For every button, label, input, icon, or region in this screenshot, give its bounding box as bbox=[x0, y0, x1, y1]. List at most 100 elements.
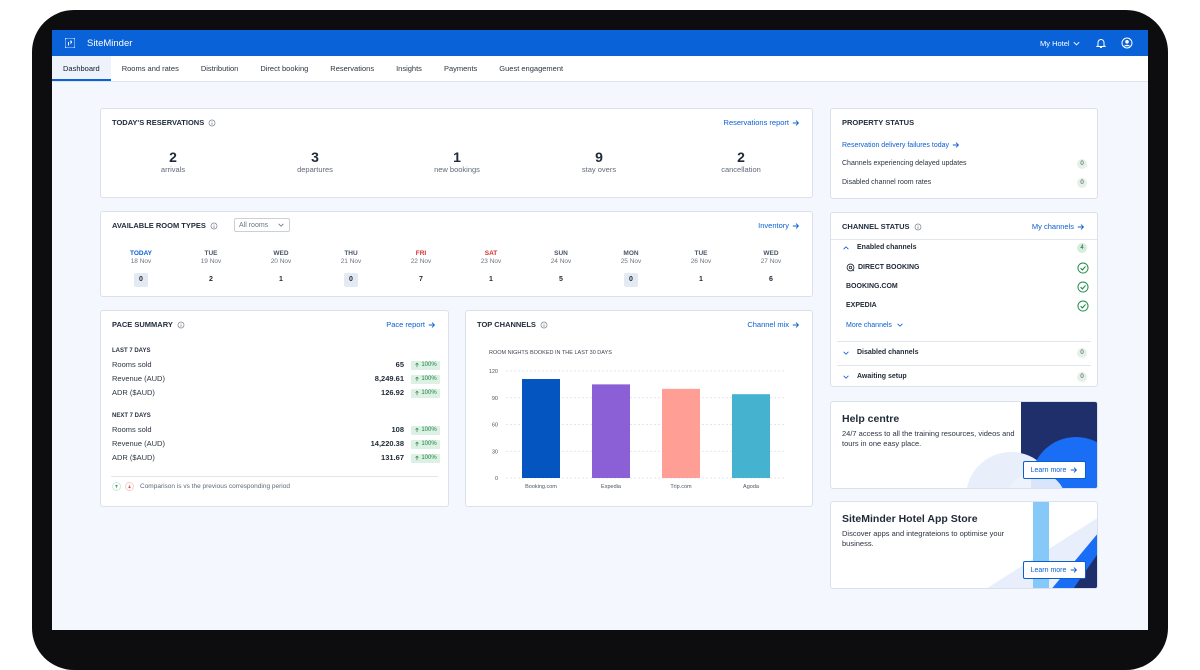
y-tick-label: 120 bbox=[489, 369, 498, 375]
pace-label: ADR ($AUD) bbox=[112, 453, 155, 462]
card-link[interactable]: My channels bbox=[1032, 222, 1085, 231]
card-link[interactable]: Inventory bbox=[758, 221, 800, 230]
icon-path bbox=[1071, 567, 1078, 573]
pace-label: ADR ($AUD) bbox=[112, 388, 155, 397]
pace-card: PACE SUMMARY Pace report LAST 7 DAYS Rooms … bbox=[100, 310, 449, 507]
card-link-text[interactable]: Channel mix bbox=[747, 320, 789, 329]
icon-arrow[interactable] bbox=[1070, 466, 1078, 474]
nav-tab[interactable]: Distribution bbox=[200, 64, 239, 73]
day-name: WED bbox=[273, 250, 289, 257]
icon-path bbox=[540, 321, 548, 328]
icon-down[interactable] bbox=[842, 373, 850, 381]
icon-arrow[interactable] bbox=[1077, 223, 1085, 231]
icon-info[interactable] bbox=[208, 119, 216, 127]
channel-group[interactable]: Disabled channels bbox=[857, 349, 919, 356]
day-date: 27 Nov bbox=[760, 258, 782, 265]
pace-change: 100% bbox=[411, 360, 440, 370]
icon-arrow[interactable] bbox=[792, 321, 800, 329]
promo-button[interactable]: Learn more bbox=[1023, 461, 1086, 479]
day-count: 6 bbox=[769, 276, 773, 283]
icon-info[interactable] bbox=[210, 222, 218, 230]
nav-tab[interactable]: Payments bbox=[443, 64, 478, 73]
icon-arrow[interactable] bbox=[792, 119, 800, 127]
icon-down[interactable] bbox=[842, 349, 850, 357]
day: SAT 23 Nov 1 bbox=[456, 250, 526, 287]
promo-button-text[interactable]: Learn more bbox=[1030, 566, 1067, 574]
channel-name: DIRECT BOOKING bbox=[858, 264, 920, 271]
icon-path bbox=[843, 246, 849, 250]
promo-button[interactable]: Learn more bbox=[1023, 561, 1086, 579]
card-link-text[interactable]: My channels bbox=[1031, 222, 1074, 231]
channel-name: BOOKING.COM bbox=[846, 283, 898, 290]
icon-info[interactable] bbox=[177, 321, 185, 329]
more-channels[interactable]: More channels bbox=[846, 321, 904, 329]
hotel-chevron[interactable] bbox=[1072, 39, 1081, 48]
stat: 9 stay overs bbox=[528, 149, 670, 174]
hotel-selector[interactable]: My Hotel bbox=[1040, 39, 1070, 48]
card-link[interactable]: Reservations report bbox=[724, 118, 800, 127]
room-filter[interactable]: All rooms bbox=[234, 218, 290, 232]
y-tick-label: 0 bbox=[495, 476, 498, 482]
day-date: 23 Nov bbox=[480, 258, 502, 265]
card-link-text[interactable]: Pace report bbox=[386, 320, 425, 329]
icon-arrow[interactable] bbox=[792, 222, 800, 230]
pace-change: 100% bbox=[411, 439, 440, 449]
nav-tab[interactable]: Reservations bbox=[330, 64, 375, 73]
pace-change: 100% bbox=[411, 425, 440, 435]
card-link-text[interactable]: Reservation delivery failures today bbox=[842, 141, 949, 149]
stat-value: 2 bbox=[169, 149, 177, 165]
promo-text: 24/7 access to all the training resource… bbox=[842, 429, 1015, 448]
day-name: TODAY bbox=[129, 250, 153, 257]
stat-label: arrivals bbox=[160, 165, 186, 174]
icon-path bbox=[278, 223, 284, 227]
card-link-text[interactable]: Inventory bbox=[758, 221, 789, 230]
card-title: TOP CHANNELS bbox=[477, 320, 548, 329]
pace-heading: LAST 7 DAYS bbox=[112, 348, 151, 354]
card-link[interactable]: Reservation delivery failures today bbox=[842, 141, 960, 149]
promo-button-text[interactable]: Learn more bbox=[1030, 466, 1067, 474]
icon-path bbox=[210, 222, 218, 229]
nav-tab[interactable]: Insights bbox=[396, 64, 422, 73]
stat-label: cancellation bbox=[721, 165, 761, 174]
property-status-card: PROPERTY STATUS Reservation delivery fail… bbox=[830, 108, 1098, 199]
nav-tab[interactable]: Dashboard bbox=[52, 56, 111, 81]
icon-check bbox=[1077, 281, 1089, 293]
icon-up[interactable] bbox=[842, 244, 850, 252]
day-date: 18 Nov bbox=[130, 258, 152, 265]
card-link[interactable]: Pace report bbox=[386, 320, 436, 329]
channel-group[interactable]: Awaiting setup bbox=[857, 373, 907, 380]
icon-info[interactable] bbox=[914, 223, 922, 231]
status-row: Channels experiencing delayed updates bbox=[842, 160, 967, 167]
user-icon[interactable] bbox=[1121, 37, 1133, 49]
icon-arrow[interactable] bbox=[1070, 566, 1078, 574]
card-title: PROPERTY STATUS bbox=[842, 118, 914, 127]
icon-path bbox=[1080, 304, 1086, 309]
bell-icon[interactable] bbox=[1095, 37, 1107, 49]
pace-heading: NEXT 7 DAYS bbox=[112, 413, 151, 419]
reservations-card: TODAY'S RESERVATIONS Reservations report 2… bbox=[100, 108, 813, 198]
pace-change: 100% bbox=[411, 374, 440, 384]
icon-info[interactable] bbox=[540, 321, 548, 329]
more-channels-text[interactable]: More channels bbox=[846, 321, 892, 329]
bar bbox=[522, 379, 560, 478]
user-ring bbox=[1121, 37, 1133, 49]
nav-tab[interactable]: Rooms and rates bbox=[121, 64, 179, 73]
card-link[interactable]: Channel mix bbox=[747, 320, 800, 329]
icon-down[interactable] bbox=[896, 321, 904, 329]
icon-down[interactable] bbox=[277, 221, 285, 229]
status-count: 0 bbox=[1077, 178, 1087, 188]
x-tick-label: Booking.com bbox=[525, 484, 557, 490]
channel-group[interactable]: Enabled channels bbox=[857, 244, 917, 251]
logo[interactable] bbox=[65, 38, 75, 48]
icon-check bbox=[1077, 300, 1089, 312]
room-filter-text[interactable]: All rooms bbox=[239, 221, 269, 229]
icon-arrow[interactable] bbox=[428, 321, 436, 329]
day-name: FRI bbox=[415, 250, 427, 257]
icon-arrow[interactable] bbox=[952, 141, 960, 149]
card-title-text: AVAILABLE ROOM TYPES bbox=[112, 221, 206, 230]
nav-tab[interactable]: Direct booking bbox=[260, 64, 309, 73]
card-link-text[interactable]: Reservations report bbox=[723, 118, 789, 127]
day-count: 1 bbox=[699, 276, 703, 283]
y-tick-label: 90 bbox=[492, 396, 498, 402]
nav-tab[interactable]: Guest engagement bbox=[499, 64, 564, 73]
